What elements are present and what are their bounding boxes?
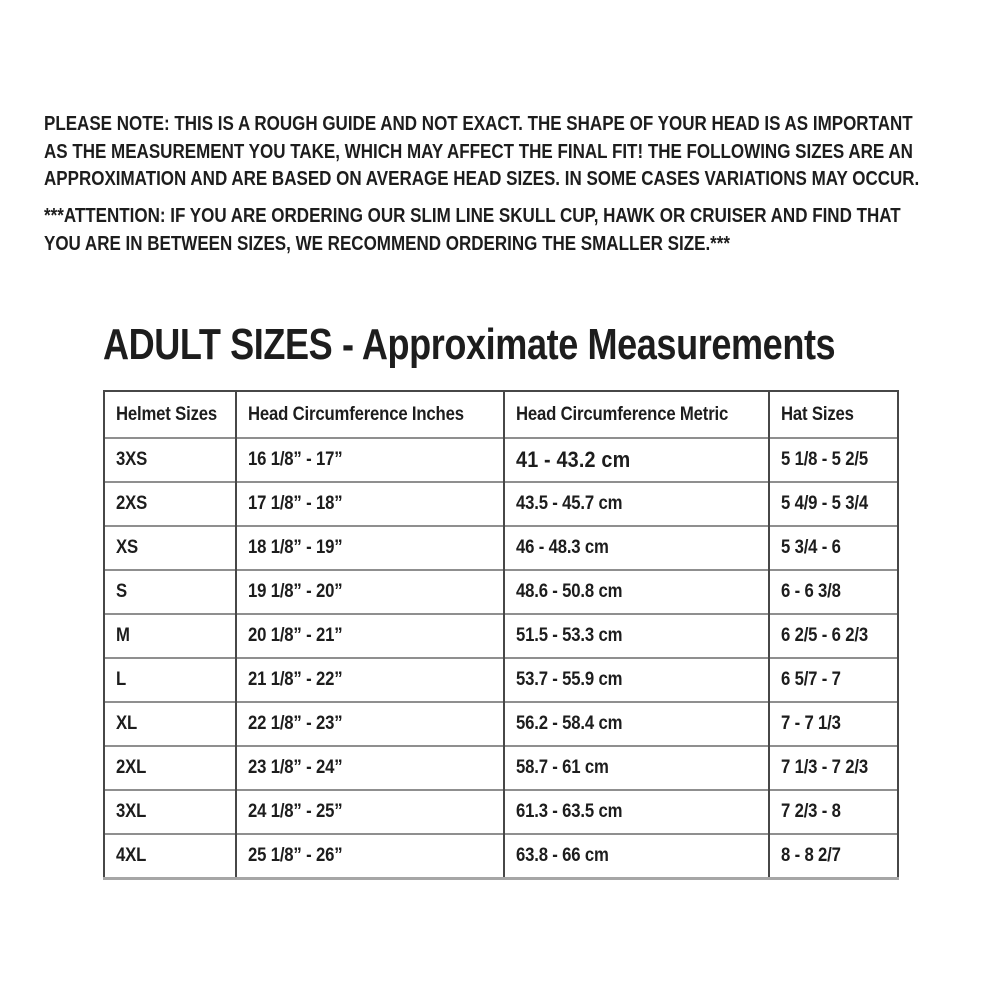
column-header-metric: Head Circumference Metric (503, 390, 770, 438)
metric-cell: 43.5 - 45.7 cm (503, 481, 770, 526)
hat-size-cell: 7 2/3 - 8 (768, 789, 899, 834)
hat-size-cell: 5 4/9 - 5 3/4 (768, 481, 899, 526)
metric-cell: 63.8 - 66 cm (503, 833, 770, 880)
column-header-hat-sizes: Hat Sizes (768, 390, 899, 438)
hat-size-cell: 5 1/8 - 5 2/5 (768, 437, 899, 482)
note-line: YOU ARE IN BETWEEN SIZES, WE RECOMMEND O… (44, 232, 731, 255)
inches-cell: 21 1/8” - 22” (235, 657, 505, 702)
hat-size-cell: 6 5/7 - 7 (768, 657, 899, 702)
column-header-inches: Head Circumference Inches (235, 390, 505, 438)
table-row-3xs: 3XS 16 1/8” - 17” 41 - 43.2 cm 5 1/8 - 5… (103, 437, 899, 482)
table-row-2xs: 2XS 17 1/8” - 18” 43.5 - 45.7 cm 5 4/9 -… (103, 481, 899, 526)
helmet-size-cell: 3XL (103, 789, 237, 834)
hat-size-cell: 8 - 8 2/7 (768, 833, 899, 880)
metric-cell: 56.2 - 58.4 cm (503, 701, 770, 746)
helmet-size-cell: L (103, 657, 237, 702)
hat-size-cell: 6 - 6 3/8 (768, 569, 899, 614)
helmet-size-cell: 2XS (103, 481, 237, 526)
metric-cell: 58.7 - 61 cm (503, 745, 770, 790)
inches-cell: 24 1/8” - 25” (235, 789, 505, 834)
table-row-xs: XS 18 1/8” - 19” 46 - 48.3 cm 5 3/4 - 6 (103, 525, 899, 570)
metric-cell: 61.3 - 63.5 cm (503, 789, 770, 834)
please-note-paragraph: PLEASE NOTE: THIS IS A ROUGH GUIDE AND N… (44, 111, 984, 194)
hat-size-cell: 6 2/5 - 6 2/3 (768, 613, 899, 658)
table-row-2xl: 2XL 23 1/8” - 24” 58.7 - 61 cm 7 1/3 - 7… (103, 745, 899, 790)
note-line: ***ATTENTION: IF YOU ARE ORDERING OUR SL… (44, 205, 901, 227)
metric-cell: 41 - 43.2 cm (503, 437, 770, 482)
hat-size-cell: 7 1/3 - 7 2/3 (768, 745, 899, 790)
table-row-s: S 19 1/8” - 20” 48.6 - 50.8 cm 6 - 6 3/8 (103, 569, 899, 614)
helmet-size-cell: M (103, 613, 237, 658)
note-line: APPROXIMATION AND ARE BASED ON AVERAGE H… (44, 168, 920, 190)
inches-cell: 25 1/8” - 26” (235, 833, 505, 880)
note-line: AS THE MEASUREMENT YOU TAKE, WHICH MAY A… (44, 140, 913, 163)
inches-cell: 23 1/8” - 24” (235, 745, 505, 790)
inches-cell: 18 1/8” - 19” (235, 525, 505, 570)
inches-cell: 22 1/8” - 23” (235, 701, 505, 746)
inches-cell: 20 1/8” - 21” (235, 613, 505, 658)
hat-size-cell: 5 3/4 - 6 (768, 525, 899, 570)
attention-paragraph: ***ATTENTION: IF YOU ARE ORDERING OUR SL… (44, 203, 984, 258)
helmet-size-cell: 3XS (103, 437, 237, 482)
inches-cell: 19 1/8” - 20” (235, 569, 505, 614)
table-row-m: M 20 1/8” - 21” 51.5 - 53.3 cm 6 2/5 - 6… (103, 613, 899, 658)
note-line: PLEASE NOTE: THIS IS A ROUGH GUIDE AND N… (44, 113, 913, 135)
column-header-helmet-sizes: Helmet Sizes (103, 390, 237, 438)
helmet-size-cell: XS (103, 525, 237, 570)
helmet-size-cell: 4XL (103, 833, 237, 880)
helmet-size-cell: XL (103, 701, 237, 746)
metric-cell: 48.6 - 50.8 cm (503, 569, 770, 614)
metric-cell: 53.7 - 55.9 cm (503, 657, 770, 702)
helmet-size-cell: 2XL (103, 745, 237, 790)
table-header-row: Helmet Sizes Head Circumference Inches H… (103, 390, 899, 438)
table-row-l: L 21 1/8” - 22” 53.7 - 55.9 cm 6 5/7 - 7 (103, 657, 899, 702)
hat-size-cell: 7 - 7 1/3 (768, 701, 899, 746)
metric-cell: 51.5 - 53.3 cm (503, 613, 770, 658)
page-title: ADULT SIZES - Approximate Measurements (103, 320, 836, 369)
table-row-xl: XL 22 1/8” - 23” 56.2 - 58.4 cm 7 - 7 1/… (103, 701, 899, 746)
metric-cell: 46 - 48.3 cm (503, 525, 770, 570)
adult-sizes-table: Helmet Sizes Head Circumference Inches H… (103, 390, 899, 880)
inches-cell: 17 1/8” - 18” (235, 481, 505, 526)
inches-cell: 16 1/8” - 17” (235, 437, 505, 482)
helmet-size-cell: S (103, 569, 237, 614)
table-row-3xl: 3XL 24 1/8” - 25” 61.3 - 63.5 cm 7 2/3 -… (103, 789, 899, 834)
table-row-4xl: 4XL 25 1/8” - 26” 63.8 - 66 cm 8 - 8 2/7 (103, 833, 899, 880)
